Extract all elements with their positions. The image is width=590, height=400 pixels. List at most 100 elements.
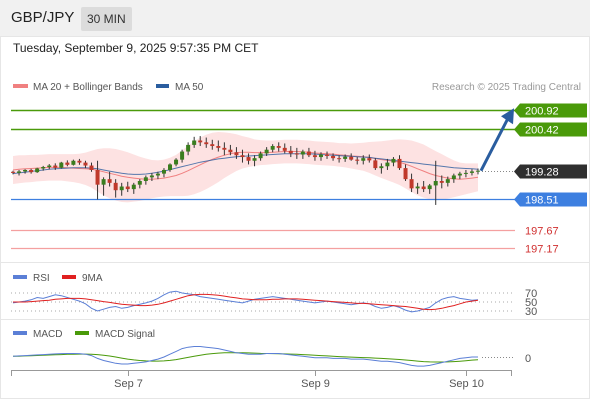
candle [155,171,160,180]
candle [476,168,480,175]
candle-body [240,155,245,158]
candle [337,155,342,163]
level-tag-pivot [514,192,587,207]
candle [415,182,420,194]
candle-body [258,153,263,159]
candle-body [161,169,166,174]
legend-rsi-label: RSI [33,273,50,284]
level-label-support: 197.67 [525,226,559,238]
candle [325,151,330,159]
candle-body [306,151,311,156]
candle-body [415,186,420,189]
candle-body [89,165,94,170]
interval-badge[interactable]: 30 MIN [81,7,132,31]
candle [270,144,275,153]
candle-body [433,181,438,186]
candle-body [71,160,76,165]
candle-body [137,181,142,185]
x-axis: Sep 7 Sep 9 Sep 10 [11,370,512,390]
candle [246,153,251,165]
candle [95,160,100,200]
candle-body [463,172,468,174]
macd-signal-line [12,352,479,363]
candle-body [53,165,58,168]
candle-body [11,171,15,173]
x-axis-label: Sep 9 [301,378,330,390]
candle-body [47,165,52,168]
candle-body [276,146,281,148]
candle-body [155,173,160,176]
candle [331,153,336,161]
candle [294,147,299,159]
candle-body [300,151,305,155]
candle [300,149,305,159]
bollinger-band-area [13,132,478,203]
candle-body [149,175,154,178]
candle [312,150,317,161]
candle-body [23,169,28,172]
bollinger-layer [13,132,478,203]
candle [174,158,179,167]
candle [161,168,166,178]
candle-body [29,169,34,173]
candle [349,153,354,161]
candle [433,160,438,205]
candle [276,142,281,152]
forecast-arrow-head [501,108,514,125]
candle [439,175,444,189]
candle-body [180,151,185,160]
candle [149,172,154,181]
candle [409,173,414,193]
legend-ma50-swatch [156,84,169,88]
candle-body [367,158,372,161]
candle [463,169,468,178]
forecast-arrow-shaft [479,117,510,172]
candle-body [222,147,227,150]
candle-body [216,146,221,148]
candle [192,136,197,148]
candle-body [186,144,191,152]
legend-macd-label: MACD [33,329,62,340]
candle [367,154,372,163]
candle [385,158,390,170]
candle [451,173,456,183]
candle [143,175,148,185]
chart-datetime: Tuesday, September 9, 2025 9:57:35 PM CE… [13,41,259,55]
candle [343,154,348,162]
candle [29,168,34,174]
candle-body [457,173,462,176]
candle [445,176,450,187]
macd-panel: MACD MACD Signal 0 [12,329,531,367]
x-axis-label: Sep 7 [114,378,143,390]
candle [282,143,287,154]
levels-layer [11,109,515,250]
candle-body [95,169,100,185]
level-label-resistance: 200.92 [525,106,559,118]
legend-macd-signal-label: MACD Signal [95,329,155,340]
candle-body [355,159,360,161]
candle-body [228,149,233,153]
candle-body [168,164,173,170]
candle-body [343,156,348,159]
rsi-line [12,290,479,313]
candle-body [35,168,40,173]
forecast-arrow-layer [479,108,514,172]
candle-body [288,150,293,154]
candle [306,147,311,158]
level-tag-resistance [514,103,587,118]
candle [264,147,269,156]
candle [83,160,88,169]
candle [288,146,293,158]
candle [35,167,40,173]
candle [17,169,22,176]
candle-body [125,186,130,190]
candle [457,171,462,180]
candle-body [77,160,82,163]
candle [318,152,323,161]
candle [89,162,94,172]
candle-body [65,162,70,165]
candle-body [119,186,124,191]
candle-body [101,179,106,185]
candle-body [294,153,299,155]
